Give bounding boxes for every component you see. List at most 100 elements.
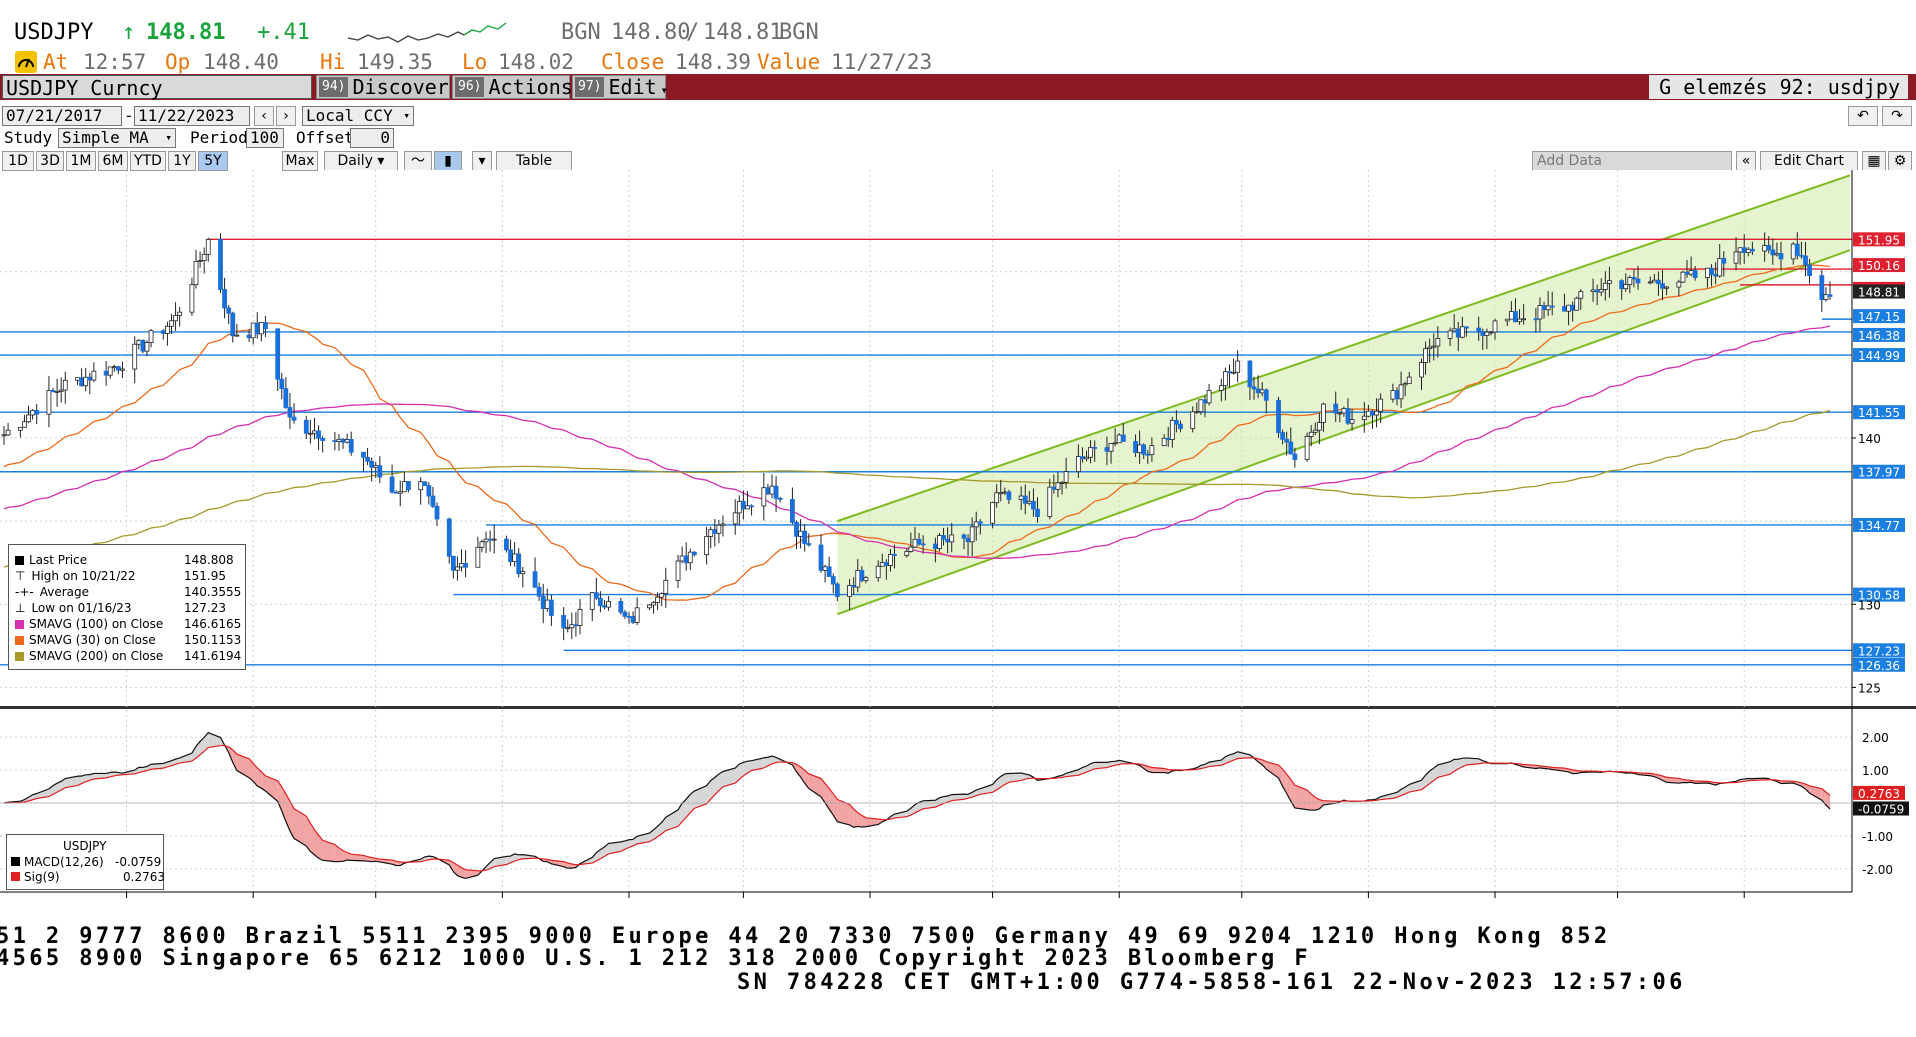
macd-fill-segment [821, 778, 826, 803]
start-date-field[interactable]: 07/21/2017 [2, 106, 122, 126]
next-period-button[interactable]: › [276, 106, 296, 126]
candle [406, 481, 411, 493]
candle-body [790, 499, 795, 523]
macd-fill-segment [608, 841, 621, 854]
candle-body [165, 325, 170, 334]
candle-body [516, 553, 522, 575]
candle-body [977, 521, 983, 524]
candle [1223, 367, 1228, 401]
redo-button[interactable]: ↷ [1882, 106, 1912, 126]
security-field[interactable]: USDJPY Curncy [2, 75, 312, 100]
macd-fill-segment [265, 775, 278, 802]
candle-body [1394, 390, 1400, 400]
candle-body [1231, 371, 1236, 374]
candle [716, 519, 722, 544]
candle [1676, 279, 1682, 296]
edit-menu[interactable]: 97) Edit ▾ [572, 75, 668, 99]
undo-button[interactable]: ↶ [1848, 106, 1878, 126]
macd-fill-segment [310, 823, 315, 855]
currency-select[interactable]: Local CCY ▾ [302, 106, 414, 126]
candle-body [1435, 337, 1441, 347]
range-button-6m[interactable]: 6M [98, 151, 128, 171]
candle [1218, 378, 1224, 402]
page-title: G elemzés 92: usdjpy [1649, 75, 1908, 99]
prev-period-button[interactable]: ‹ [254, 106, 274, 126]
candle-body [634, 607, 640, 623]
candle-body [1827, 294, 1833, 297]
chart-legend: Last Price 148.808 ⊤ High on 10/21/22 151… [8, 544, 246, 670]
macd-fill-segment [1425, 771, 1430, 787]
candle [606, 596, 611, 611]
footer-contact-line-2: 4565 8900 Singapore 65 6212 1000 U.S. 1 … [0, 946, 1311, 971]
macd-fill-segment [65, 776, 78, 788]
candle-body [883, 562, 889, 566]
macd-fill-segment [776, 757, 781, 763]
gear-icon[interactable]: ⚙ [1888, 151, 1912, 171]
end-date-field[interactable]: 11/22/2023 [134, 106, 250, 126]
candle [1321, 402, 1326, 432]
candle-body [434, 505, 440, 520]
candle-body [626, 615, 632, 618]
candle-body [765, 487, 771, 495]
candle-body [1762, 245, 1768, 252]
candle-body [569, 624, 575, 629]
candle-body [1284, 438, 1290, 443]
candle-body [1790, 243, 1796, 260]
price-chart[interactable]: 151.95150.16149.21147.15146.38144.99141.… [0, 170, 1916, 900]
collapse-icon[interactable]: « [1736, 151, 1756, 171]
x-tick-label: Aug [1370, 899, 1395, 900]
candle-body [1660, 283, 1665, 289]
chart-settings-icon[interactable]: ▦ [1862, 151, 1886, 171]
chart-type-dropdown[interactable]: ▾ [472, 151, 492, 171]
candle [1190, 406, 1196, 433]
range-button-1y[interactable]: 1Y [168, 151, 196, 171]
macd-fill-segment [314, 829, 319, 859]
macd-fill-segment [718, 771, 723, 791]
legend-label: SMAVG (100) on Close [29, 617, 164, 631]
macd-fill-segment [232, 749, 237, 771]
range-button-5y[interactable]: 5Y [198, 151, 228, 171]
candle-body [777, 497, 783, 500]
line-style-button[interactable]: 〜 [404, 151, 432, 171]
range-button-1d[interactable]: 1D [2, 151, 34, 171]
candle-body [1459, 326, 1465, 338]
candle-body [798, 530, 803, 537]
price-axis: 151.95150.16149.21147.15146.38144.99141.… [1851, 170, 1905, 892]
macd-fill-segment [906, 808, 911, 817]
period-field[interactable]: 100 [246, 128, 284, 148]
candle-body [773, 485, 779, 499]
channel-lower [837, 249, 1851, 616]
candle-body [1235, 360, 1241, 373]
candle-body [806, 543, 812, 546]
candle [17, 426, 23, 438]
candle [140, 339, 146, 354]
edit-chart-button[interactable]: Edit Chart [1760, 151, 1858, 171]
macd-fill-segment [522, 854, 536, 859]
range-button-max[interactable]: Max [282, 151, 318, 171]
candle-body [1590, 289, 1596, 292]
candle [651, 601, 656, 614]
candle-body [990, 502, 995, 524]
macd-fill-segment [1466, 757, 1479, 765]
range-button-1m[interactable]: 1M [66, 151, 96, 171]
macd-fill-segment [796, 764, 801, 777]
candle-body [46, 390, 52, 415]
candle-body [675, 560, 681, 581]
range-button-ytd[interactable]: YTD [130, 151, 166, 171]
actions-menu[interactable]: 96)Actions▾ [452, 75, 584, 99]
macd-fill-segment [506, 856, 511, 865]
macd-fill-segment [351, 854, 364, 861]
table-button[interactable]: Table [496, 151, 572, 171]
range-button-3d[interactable]: 3D [36, 151, 64, 171]
frequency-select[interactable]: Daily ▾ [324, 151, 398, 171]
add-data-field[interactable]: Add Data [1532, 151, 1732, 171]
candle-body [459, 563, 464, 568]
legend-label: SMAVG (200) on Close [29, 649, 164, 663]
macd-fill-segment [1396, 789, 1402, 798]
offset-field[interactable]: 0 [350, 128, 394, 148]
study-select[interactable]: Simple MA ▾ [58, 128, 176, 148]
discover-menu[interactable]: 94)Discover▾ [316, 75, 460, 99]
candle-body [1745, 248, 1751, 254]
candle-style-button[interactable]: ▮ [434, 151, 462, 171]
candle [655, 592, 660, 611]
